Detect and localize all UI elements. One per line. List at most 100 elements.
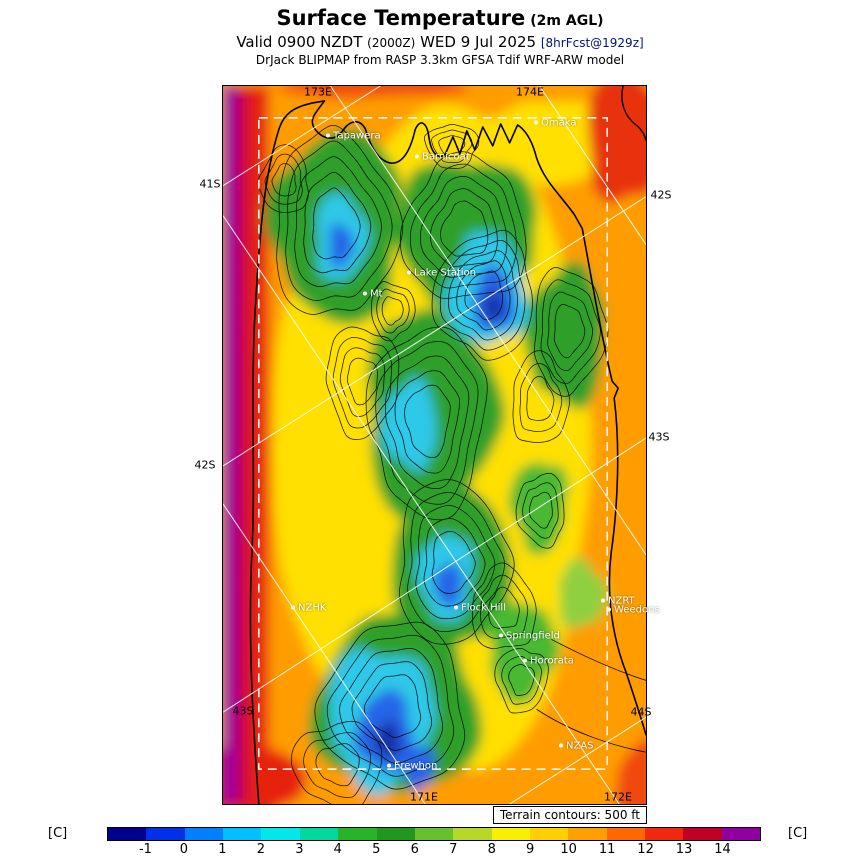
terrain-contour-ring xyxy=(407,492,505,632)
terrain-contour-ring xyxy=(364,674,422,738)
colorbar-tick-label: 11 xyxy=(598,842,616,857)
field-patch xyxy=(278,86,469,99)
terrain-contour-ring xyxy=(431,531,476,594)
terrain-contour-ring xyxy=(522,482,559,539)
field-patch xyxy=(329,224,354,270)
terrain-contour-ring xyxy=(480,574,529,639)
terrain-contour-ring xyxy=(381,296,404,326)
colorbar-cell xyxy=(108,828,147,840)
terrain-contour-ring xyxy=(533,267,609,397)
terrain-contour-ring xyxy=(332,336,393,429)
place-labels: Tapawera Omaka Barnicoat Lake Station Mt NZHK… xyxy=(223,86,660,804)
colorbar-cell xyxy=(606,828,646,840)
colorbar-tick-label: 0 xyxy=(179,842,189,857)
place-label-flock-hill: Flock Hill xyxy=(454,603,506,614)
header: Surface Temperature (2m AGL) Valid 0900 N… xyxy=(0,5,850,68)
coastline-north-island xyxy=(621,86,646,141)
terrain-contour-ring xyxy=(415,505,496,620)
river-line xyxy=(536,708,646,753)
field-patch xyxy=(587,86,646,204)
colorbar-tick-label: 1 xyxy=(218,842,227,857)
place-name: Erewhon xyxy=(394,760,438,772)
terrain-contour-ring xyxy=(423,518,486,607)
terrain-contour-ring xyxy=(325,326,400,440)
colorbar-tick-labels: -1 0 1 2 3 4 5 6 7 8 9 10 11 12 13 14 xyxy=(107,842,761,858)
terrain-contour-ring xyxy=(285,140,393,301)
page-title: Surface Temperature xyxy=(276,6,526,30)
terrain-contour-ring xyxy=(438,135,466,158)
terrain-contour-ring xyxy=(365,326,488,521)
colorbar-cell xyxy=(184,828,224,840)
terrain-contour-ring xyxy=(339,347,386,417)
latitude-line-41s xyxy=(223,86,381,187)
field-patch xyxy=(615,739,646,804)
terrain-contour-ring xyxy=(303,171,372,274)
terrain-contours xyxy=(257,124,609,804)
place-name: Barnicoat xyxy=(422,151,470,163)
terrain-contour-ring xyxy=(384,355,470,490)
model-line: DrJack BLIPMAP from RASP 3.3km GFSA Tdif… xyxy=(255,53,625,67)
place-label-lake-station: Lake Station xyxy=(407,268,476,279)
place-dot-icon xyxy=(387,763,391,768)
place-label-nzhk: NZHK xyxy=(291,603,326,614)
terrain-contour-ring xyxy=(464,270,504,321)
place-label-barnicoat: Barnicoat xyxy=(415,152,470,163)
place-name: Hororata xyxy=(530,655,574,667)
place-name: Lake Station xyxy=(414,267,477,279)
terrain-contour-ring xyxy=(471,562,537,650)
terrain-contour-ring xyxy=(376,288,410,334)
terrain-contour-ring xyxy=(394,370,460,474)
place-label-springfield: Springfield xyxy=(499,631,560,642)
place-label-erewhon: Erewhon xyxy=(387,761,437,772)
terrain-contour-ring xyxy=(375,341,479,505)
colorbar-cell xyxy=(529,828,569,840)
terrain-contour-ring xyxy=(351,661,433,751)
latitude-line-42s xyxy=(223,196,646,467)
map-canvas xyxy=(223,86,646,804)
colorbar-cell xyxy=(223,828,262,840)
place-name: Weedons xyxy=(614,604,660,616)
place-name: Flock Hill xyxy=(461,602,506,614)
place-name: Mt xyxy=(370,288,383,300)
terrain-contour-ring xyxy=(494,647,549,714)
terrain-contour-ring xyxy=(271,163,297,197)
place-name: Omaka xyxy=(541,117,577,129)
terrain-contour-ring xyxy=(346,357,378,406)
place-dot-icon xyxy=(363,291,367,296)
colorbar-tick-label: 12 xyxy=(637,842,654,857)
valid-line: Valid 0900 NZDT (2000Z) WED 9 Jul 2025 [… xyxy=(0,33,850,52)
colorbar-unit-left: [C] xyxy=(48,826,68,841)
place-label-nzas: NZAS xyxy=(559,741,594,752)
colorbar-tick-label: 9 xyxy=(526,842,535,857)
colorbar-cell xyxy=(491,828,530,840)
terrain-contour-ring xyxy=(430,188,498,268)
terrain-contour-ring xyxy=(264,153,303,205)
river-line xyxy=(551,639,646,681)
terrain-contour-ring xyxy=(339,648,444,764)
terrain-contour-ring xyxy=(448,250,518,341)
coastline-main xyxy=(249,100,646,804)
place-dot-icon xyxy=(607,607,611,612)
place-dot-icon xyxy=(601,598,605,603)
place-name: NZHK xyxy=(298,602,327,614)
terrain-contour-ring xyxy=(294,156,382,288)
terrain-contour-ring xyxy=(291,721,383,804)
terrain-contour-ring xyxy=(501,655,542,705)
terrain-contour-ring xyxy=(515,472,565,549)
terrain-contour-ring xyxy=(409,163,517,289)
longitude-line-172e xyxy=(223,215,620,804)
terrain-contour-ring xyxy=(440,200,489,257)
place-name: Springfield xyxy=(506,630,560,642)
place-label-hororata: Hororata xyxy=(523,656,574,667)
latitude-line-43s xyxy=(223,437,646,713)
terrain-contour-ring xyxy=(399,479,515,645)
place-dot-icon xyxy=(415,154,419,159)
field-patch xyxy=(523,261,605,409)
terrain-contour-ring xyxy=(528,491,553,529)
terrain-contour-ring xyxy=(276,125,404,315)
valid-zulu: (2000Z) xyxy=(367,36,416,51)
terrain-contour-ring xyxy=(424,124,480,169)
terrain-note-text: Terrain contours: 500 ft xyxy=(499,808,640,822)
field-patch xyxy=(223,86,236,804)
